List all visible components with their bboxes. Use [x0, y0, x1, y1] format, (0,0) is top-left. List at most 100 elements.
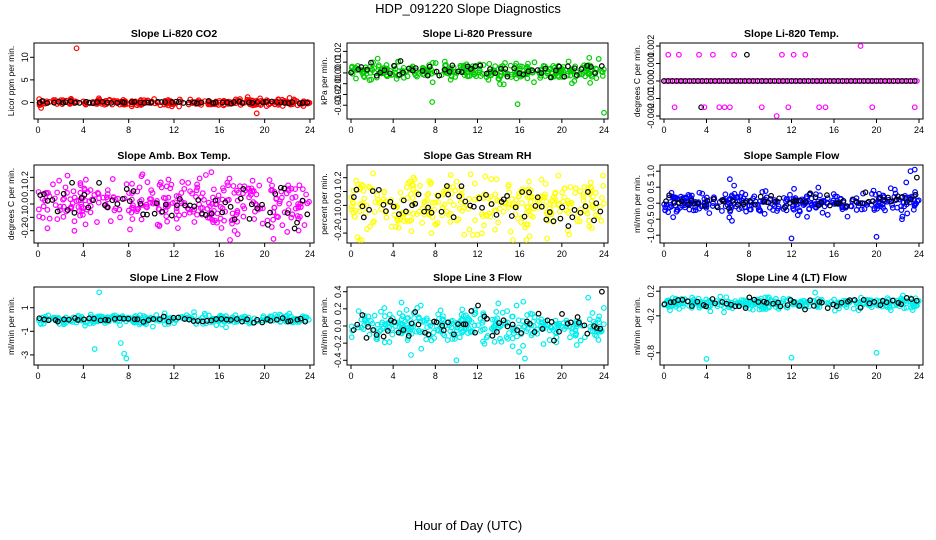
data-point [377, 327, 384, 333]
y-tick-label: -0.01 [333, 73, 343, 94]
data-point [564, 72, 571, 79]
data-point [445, 319, 451, 326]
outlier-point [785, 104, 792, 111]
data-point [520, 298, 527, 305]
x-tick-label: 16 [829, 371, 839, 381]
data-point [410, 185, 416, 192]
data-point [37, 321, 44, 327]
data-point [178, 190, 185, 196]
data-point [456, 334, 463, 341]
data-point [50, 181, 56, 188]
data-point [507, 228, 514, 235]
data-point [752, 201, 758, 208]
data-point [452, 332, 458, 339]
data-point [496, 72, 503, 79]
data-point [414, 211, 420, 218]
data-point [129, 180, 135, 187]
data-point [60, 196, 66, 203]
data-point [833, 200, 840, 207]
data-point [415, 321, 422, 328]
data-point [508, 213, 515, 219]
data-point [160, 313, 167, 320]
data-point [853, 299, 860, 306]
x-tick-label: 12 [472, 371, 482, 381]
data-point [862, 189, 869, 196]
outlier-point [121, 350, 128, 357]
data-point [590, 205, 597, 212]
data-point [871, 299, 878, 305]
data-point [550, 62, 557, 69]
data-point [486, 210, 493, 217]
data-point [255, 206, 262, 213]
data-point [371, 209, 378, 215]
x-tick-label: 8 [746, 249, 751, 259]
data-point [516, 193, 522, 200]
data-point [455, 68, 462, 75]
data-point [44, 206, 51, 213]
data-point [214, 219, 220, 226]
data-point [589, 310, 596, 316]
data-point [404, 217, 411, 224]
data-point [877, 302, 884, 308]
y-tick-label: -0.8 [646, 345, 656, 361]
data-point [448, 318, 455, 325]
data-point [94, 99, 100, 105]
data-point [248, 185, 255, 192]
data-point [726, 205, 732, 212]
data-point [398, 321, 404, 328]
data-point [412, 72, 419, 79]
data-point [86, 99, 93, 106]
data-point [588, 64, 594, 70]
data-point [742, 199, 748, 206]
x-tick-label: 20 [871, 249, 881, 259]
y-tick-label: -0.002 [646, 103, 656, 129]
data-point [478, 230, 485, 237]
data-point [556, 328, 562, 335]
data-point [119, 196, 126, 202]
outlier-point [253, 110, 260, 117]
data-point [818, 299, 825, 306]
data-point [706, 210, 713, 217]
data-point [140, 211, 147, 218]
data-point [364, 66, 371, 73]
data-point [447, 198, 453, 205]
data-point [281, 99, 288, 106]
data-point [294, 316, 301, 323]
y-tick-label: 0.2 [333, 303, 343, 316]
data-point [894, 204, 901, 211]
y-tick-label: 0.2 [333, 171, 343, 184]
data-point [850, 305, 857, 312]
data-point [751, 193, 758, 200]
data-point [492, 191, 499, 198]
data-point [462, 321, 469, 328]
outlier-point [779, 51, 785, 58]
x-tick-label: 0 [348, 371, 353, 381]
y-tick-label: -0.03 [333, 95, 343, 116]
data-point [807, 190, 814, 197]
data-point [259, 220, 266, 227]
data-point [382, 321, 389, 328]
data-point [538, 70, 545, 76]
data-point [213, 200, 220, 207]
data-point [430, 329, 437, 336]
data-point [439, 212, 446, 219]
data-point [249, 177, 256, 184]
data-point [356, 237, 363, 243]
data-point [304, 211, 311, 218]
data-point [913, 297, 920, 304]
data-point [477, 316, 484, 322]
outlier-point [911, 166, 918, 173]
panel-2: Slope Li-820 Pressure 0 4 8 12 16 20 24 -0.03-0.… [319, 28, 609, 135]
data-point [91, 315, 97, 322]
data-point [818, 199, 825, 206]
y-tick-label: 0.0 [333, 199, 343, 212]
data-point [142, 314, 149, 321]
data-point [466, 226, 473, 233]
data-point [466, 73, 473, 80]
data-point [523, 320, 530, 327]
x-tick-label: 24 [305, 371, 315, 381]
data-point [286, 200, 292, 207]
data-point [64, 207, 71, 213]
y-tick-label: 0.2 [20, 171, 30, 184]
data-point [565, 58, 572, 65]
